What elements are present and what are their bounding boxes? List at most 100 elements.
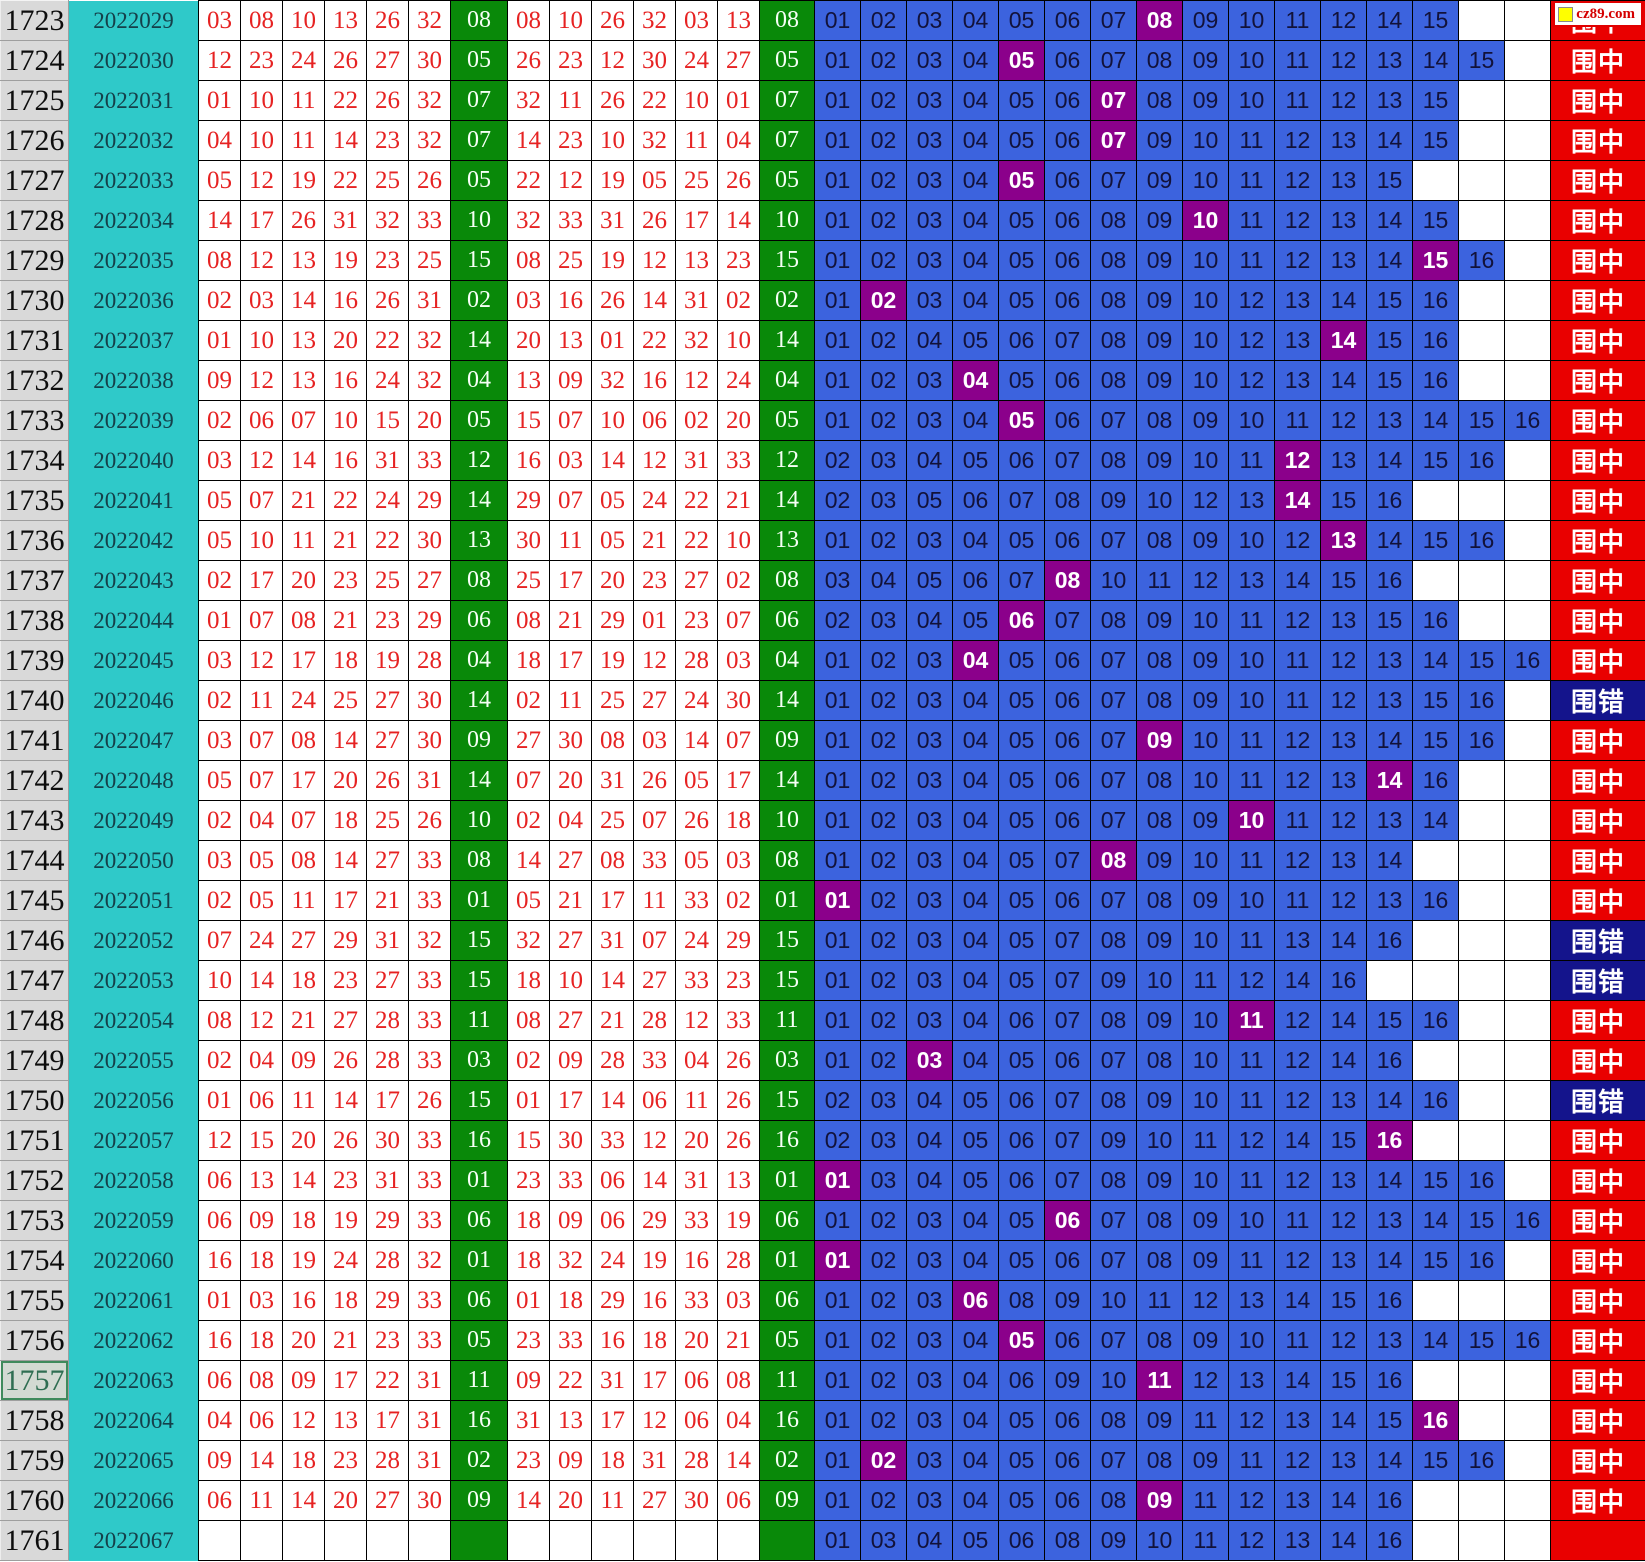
result-badge: 围中 [1550,1400,1645,1441]
red-ball-sorted: 13 [282,360,325,401]
zone-cell: 02 [860,200,907,241]
blue-ball: 10 [450,200,508,241]
red-ball-sorted: 26 [408,1080,451,1121]
red-ball-sorted: 31 [324,200,367,241]
zone-cell: 15 [1320,1280,1367,1321]
red-ball-draw-order: 01 [591,320,634,361]
zone-cell-empty [1504,1040,1551,1081]
blue-ball-repeat: 15 [759,960,815,1001]
zone-cell: 06 [952,560,999,601]
zone-cell: 09 [1182,0,1229,41]
zone-cell: 12 [1274,1440,1321,1481]
zone-cell: 12 [1228,360,1275,401]
zone-cell: 01 [814,1440,861,1481]
zone-cell: 04 [952,520,999,561]
zone-cell: 11 [1274,680,1321,721]
zone-cell: 06 [1044,800,1091,841]
red-ball-sorted: 13 [324,0,367,41]
red-ball-draw-order: 29 [591,1280,634,1321]
red-ball-sorted: 15 [240,1120,283,1161]
zone-cell: 15 [1458,1320,1505,1361]
red-ball-draw-order: 18 [591,1440,634,1481]
red-ball-sorted: 05 [198,520,241,561]
zone-cell: 02 [860,360,907,401]
zone-cell: 14 [1320,1480,1367,1521]
zone-cell: 11 [1228,720,1275,761]
row-index: 1743 [0,800,69,841]
red-ball-draw-order: 11 [549,80,592,121]
red-ball-draw-order: 17 [717,760,760,801]
zone-cell-empty [1504,0,1551,41]
red-ball-draw-order: 06 [633,400,676,441]
red-ball-draw-order: 23 [507,1320,550,1361]
zone-cell-empty [1504,1120,1551,1161]
zone-cell: 09 [1090,480,1137,521]
red-ball-sorted: 33 [408,1040,451,1081]
result-badge: 围中 [1550,640,1645,681]
zone-cell: 02 [860,240,907,281]
result-badge: 围中 [1550,840,1645,881]
zone-cell: 07 [1044,920,1091,961]
zone-cell-drawn: 14 [1320,320,1367,361]
blue-ball: 14 [450,680,508,721]
red-ball-sorted: 08 [198,1000,241,1041]
period-number: 2022037 [68,320,199,361]
zone-cell: 09 [1090,1120,1137,1161]
zone-cell: 13 [1320,840,1367,881]
zone-cell: 07 [1090,1040,1137,1081]
red-ball-sorted: 02 [198,680,241,721]
zone-cell: 04 [952,960,999,1001]
blue-ball-repeat: 06 [759,1280,815,1321]
result-badge: 围中 [1550,120,1645,161]
site-watermark[interactable]: cz89.com [1553,1,1643,27]
zone-cell-drawn: 15 [1412,240,1459,281]
zone-cell: 13 [1320,1080,1367,1121]
row-index: 1724 [0,40,69,81]
red-ball-sorted: 24 [366,360,409,401]
zone-cell: 16 [1366,1040,1413,1081]
zone-cell: 16 [1458,520,1505,561]
red-ball-draw-order: 22 [675,480,718,521]
zone-cell: 04 [952,200,999,241]
zone-cell-drawn: 09 [1136,1480,1183,1521]
table-row: 1734 2022040 03 12 14 16 31 33 12 16 03 14 12 31 33 12 0… [0,440,1645,481]
red-ball-draw-order: 01 [507,1280,550,1321]
zone-cell: 15 [1366,360,1413,401]
zone-cell: 10 [1090,1280,1137,1321]
zone-cell: 02 [860,640,907,681]
table-row: 1731 2022037 01 10 13 20 22 32 14 20 13 01 22 32 10 14 0… [0,320,1645,361]
red-ball-draw-order: 04 [675,1040,718,1081]
row-index: 1730 [0,280,69,321]
zone-cell: 01 [814,120,861,161]
zone-cell-empty [1504,1520,1551,1561]
red-ball-draw-order: 13 [717,0,760,41]
row-index: 1728 [0,200,69,241]
zone-cell-empty [1504,800,1551,841]
red-ball-draw-order: 02 [507,1040,550,1081]
result-badge: 围中 [1550,80,1645,121]
blue-ball: 01 [450,1240,508,1281]
red-ball-sorted: 03 [240,1280,283,1321]
zone-cell: 07 [1090,880,1137,921]
red-ball-sorted: 26 [408,800,451,841]
zone-cell: 15 [1458,1200,1505,1241]
period-number: 2022049 [68,800,199,841]
zone-cell: 04 [952,1000,999,1041]
zone-cell: 04 [952,40,999,81]
red-ball-draw-order: 12 [633,640,676,681]
red-ball-sorted: 27 [366,960,409,1001]
zone-cell-drawn: 14 [1274,480,1321,521]
red-ball-draw-order: 18 [633,1320,676,1361]
watermark-text: cz89.com [1576,5,1635,22]
blue-ball-repeat: 03 [759,1040,815,1081]
red-ball-sorted: 10 [240,120,283,161]
zone-cell-empty [1504,1360,1551,1401]
red-ball-draw-order: 27 [717,40,760,81]
zone-cell: 06 [1044,160,1091,201]
zone-cell-empty [1458,1280,1505,1321]
table-row: 1754 2022060 16 18 19 24 28 32 01 18 32 24 19 16 28 01 0… [0,1240,1645,1281]
period-number: 2022065 [68,1440,199,1481]
zone-cell: 12 [1320,0,1367,41]
red-ball-draw-order: 16 [549,280,592,321]
zone-cell: 08 [1090,280,1137,321]
